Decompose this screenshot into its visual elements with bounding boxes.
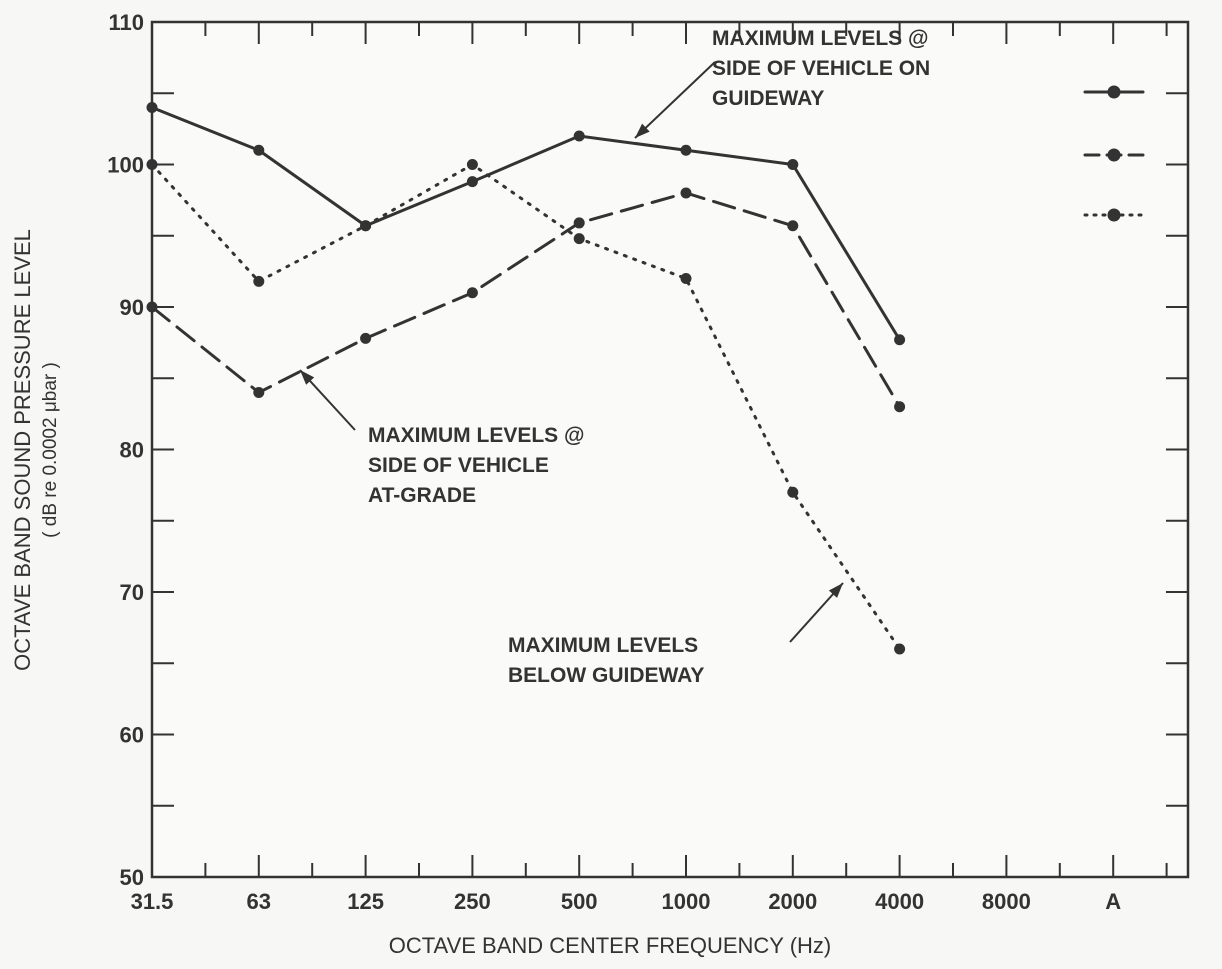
x-tick-label: 250 — [454, 889, 491, 914]
y-tick-label: 60 — [120, 723, 144, 748]
data-point — [680, 273, 692, 284]
data-point — [573, 217, 585, 229]
data-point — [787, 220, 799, 232]
x-tick-label: 125 — [347, 889, 384, 914]
x-tick-label: A — [1105, 889, 1121, 914]
data-point — [787, 159, 799, 170]
data-point — [680, 144, 692, 156]
series-line — [150, 106, 902, 342]
x-tick-label: 4000 — [875, 889, 924, 914]
annotation: SIDE OF VEHICLE — [368, 454, 549, 477]
y-tick-label: 90 — [120, 295, 144, 320]
x-axis-label: OCTAVE BAND CENTER FREQUENCY (Hz) — [389, 933, 831, 958]
x-tick-label: 2000 — [768, 889, 817, 914]
data-point — [680, 187, 692, 199]
data-point — [146, 102, 158, 113]
x-tick-label: 1000 — [662, 889, 711, 914]
annotation: MAXIMUM LEVELS @ — [368, 424, 584, 447]
annotation: GUIDEWAY — [712, 87, 824, 110]
legend-marker — [1107, 208, 1121, 222]
annotation: MAXIMUM LEVELS @ — [712, 27, 928, 50]
data-point — [573, 233, 585, 245]
x-tick-label: 63 — [247, 889, 271, 914]
arrow-head — [300, 370, 315, 385]
data-point — [894, 643, 906, 655]
annotation-arrow — [634, 61, 716, 139]
data-point — [466, 176, 478, 188]
x-tick-label: 500 — [561, 889, 598, 914]
series-line — [150, 191, 902, 409]
data-point — [466, 287, 478, 299]
y-tick-label: 110 — [109, 10, 145, 35]
data-point — [253, 144, 265, 156]
data-point — [360, 332, 372, 344]
data-point — [466, 159, 478, 170]
annotation: SIDE OF VEHICLE ON — [712, 57, 930, 80]
annotation: BELOW GUIDEWAY — [508, 664, 704, 687]
legend-marker — [1107, 148, 1121, 162]
y-axis-sublabel: ( dB re 0.0002 μbar ) — [40, 362, 61, 538]
data-point — [894, 334, 906, 346]
y-tick-label: 50 — [120, 865, 144, 890]
x-tick-label: 8000 — [982, 889, 1031, 914]
y-tick-label: 70 — [120, 580, 144, 605]
data-point — [253, 275, 265, 287]
data-point — [146, 159, 158, 170]
arrow-head — [635, 123, 650, 138]
data-point — [894, 401, 906, 413]
x-tick-label: 31.5 — [131, 889, 174, 914]
annotation: MAXIMUM LEVELS — [508, 634, 698, 657]
legend-marker — [1107, 85, 1121, 99]
y-tick-label: 100 — [107, 153, 144, 178]
annotation: AT-GRADE — [368, 484, 476, 507]
data-point — [360, 220, 372, 232]
data-point — [253, 387, 265, 398]
y-tick-label: 80 — [120, 438, 144, 463]
data-point — [573, 130, 585, 142]
arrow-head — [828, 583, 843, 598]
y-axis-label: OCTAVE BAND SOUND PRESSURE LEVEL — [10, 229, 35, 671]
data-point — [146, 301, 158, 313]
plot-frame — [150, 20, 1190, 879]
data-point — [787, 486, 799, 498]
